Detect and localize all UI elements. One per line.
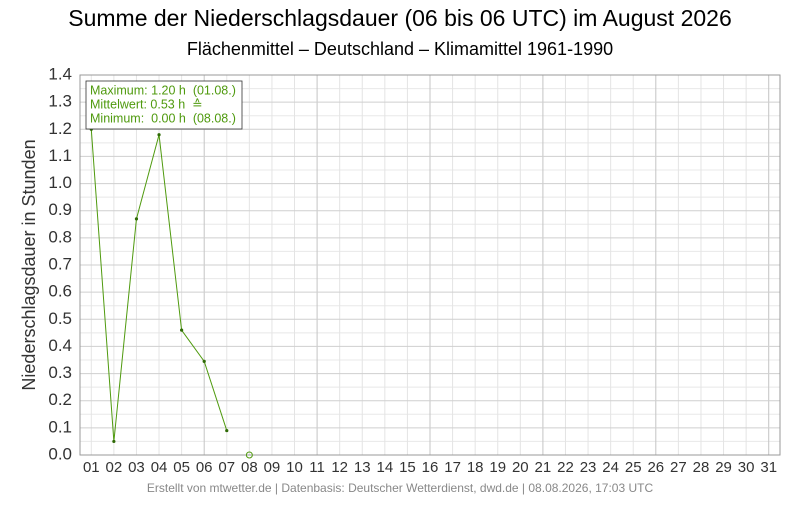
x-tick-label: 21	[535, 459, 552, 476]
data-point	[180, 328, 184, 332]
y-tick-label: 0.5	[48, 309, 72, 328]
y-tick-label: 0.4	[48, 336, 72, 355]
annotation-box	[85, 80, 243, 130]
x-tick-label: 09	[264, 459, 281, 476]
y-tick-label: 0.2	[48, 390, 72, 409]
data-point	[225, 428, 229, 433]
x-tick-label: 14	[376, 459, 393, 476]
x-tick-label: 26	[647, 459, 664, 476]
x-tick-label: 27	[670, 459, 687, 476]
x-tick-label: 25	[625, 459, 642, 476]
x-tick-label: 05	[173, 459, 190, 476]
x-tick-label: 06	[196, 459, 213, 476]
x-tick-label: 17	[444, 459, 461, 476]
y-tick-label: 0.6	[48, 282, 72, 301]
annotation: Mittelwert: 0.53 h ≙	[90, 97, 203, 111]
footer: Erstellt von mtwetter.de | Datenbasis: D…	[147, 481, 654, 495]
x-tick-label: 03	[128, 459, 145, 476]
x-tick-label: 20	[512, 459, 529, 476]
y-tick-label: 0.3	[48, 363, 72, 382]
y-tick-label: 1.3	[48, 92, 72, 111]
x-tick-label: 29	[715, 459, 732, 476]
y-tick-label: 0.7	[48, 254, 72, 273]
x-tick-label: 22	[557, 459, 574, 476]
x-tick-label: 11	[309, 459, 325, 476]
x-tick-label: 15	[399, 459, 416, 476]
x-tick-label: 01	[83, 459, 100, 476]
annotation: Maximum: 1.20 h (01.08.)	[90, 83, 236, 97]
x-tick-label: 04	[151, 459, 168, 476]
data-point	[202, 359, 206, 363]
x-tick-label: 28	[693, 459, 710, 476]
chart-subtitle: Flächenmittel – Deutschland – Klimamitte…	[187, 39, 613, 59]
y-tick-label: 1.4	[48, 64, 72, 83]
x-tick-label: 24	[602, 459, 619, 476]
plot-frame	[79, 74, 781, 456]
y-tick-label: 0.1	[48, 417, 72, 436]
x-tick-label: 30	[738, 459, 755, 476]
x-tick-label: 13	[354, 459, 371, 476]
x-tick-label: 12	[331, 459, 348, 476]
y-tick-label: 0.9	[48, 200, 72, 219]
current-marker	[245, 451, 253, 459]
y-tick-label: 1.0	[48, 173, 72, 192]
x-tick-label: 31	[760, 459, 777, 476]
y-tick-label: 0.8	[48, 227, 72, 246]
x-tick-label: 16	[422, 459, 439, 476]
x-tick-label: 07	[218, 459, 235, 476]
x-tick-label: 23	[580, 459, 597, 476]
y-tick-label: 1.2	[48, 119, 72, 138]
x-tick-label: 19	[489, 459, 506, 476]
x-tick-label: 18	[467, 459, 484, 476]
data-point	[157, 133, 161, 137]
y-axis-label: Niederschlagsdauer in Stunden	[19, 139, 39, 390]
y-tick-label: 0.0	[48, 444, 72, 463]
annotation: Minimum: 0.00 h (08.08.)	[90, 111, 236, 125]
chart-title: Summe der Niederschlagsdauer (06 bis 06 …	[68, 5, 732, 31]
x-tick-label: 02	[106, 459, 123, 476]
data-point	[112, 439, 116, 444]
data-point	[134, 217, 139, 221]
x-tick-label: 08	[241, 459, 258, 476]
x-tick-label: 10	[286, 459, 303, 476]
y-tick-label: 1.1	[48, 146, 72, 165]
